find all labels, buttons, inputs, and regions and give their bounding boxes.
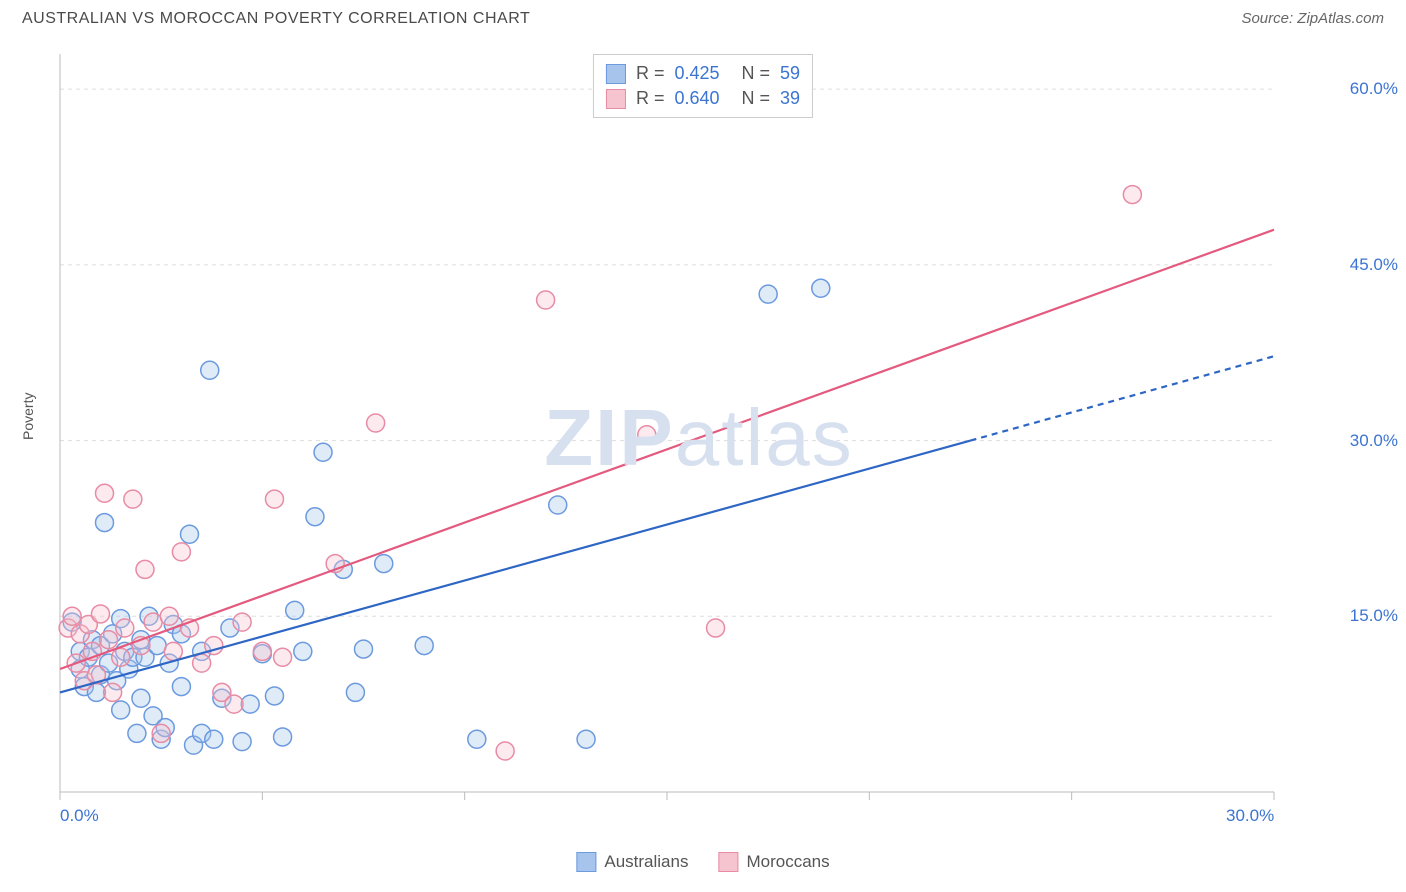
x-tick-label: 0.0% [60, 806, 99, 826]
swatch-pink [718, 852, 738, 872]
swatch-blue [606, 64, 626, 84]
source-label: Source: ZipAtlas.com [1241, 10, 1384, 27]
legend-item-moroccans: Moroccans [718, 852, 829, 872]
y-tick-label: 60.0% [1350, 79, 1398, 99]
chart-title: AUSTRALIAN VS MOROCCAN POVERTY CORRELATI… [22, 10, 530, 28]
y-tick-label: 15.0% [1350, 606, 1398, 626]
y-tick-label: 45.0% [1350, 255, 1398, 275]
series-legend: Australians Moroccans [576, 852, 829, 872]
legend-item-australians: Australians [576, 852, 688, 872]
correlation-legend: R = 0.425 N = 59 R = 0.640 N = 39 [593, 54, 813, 118]
legend-row-australians: R = 0.425 N = 59 [606, 61, 800, 86]
chart-plot-area: ZIPatlas [54, 48, 1344, 828]
y-axis-label: Poverty [20, 393, 36, 440]
y-tick-label: 30.0% [1350, 431, 1398, 451]
swatch-blue [576, 852, 596, 872]
scatter-chart-svg [54, 48, 1344, 828]
legend-row-moroccans: R = 0.640 N = 39 [606, 86, 800, 111]
x-tick-label: 30.0% [1226, 806, 1274, 826]
swatch-pink [606, 89, 626, 109]
